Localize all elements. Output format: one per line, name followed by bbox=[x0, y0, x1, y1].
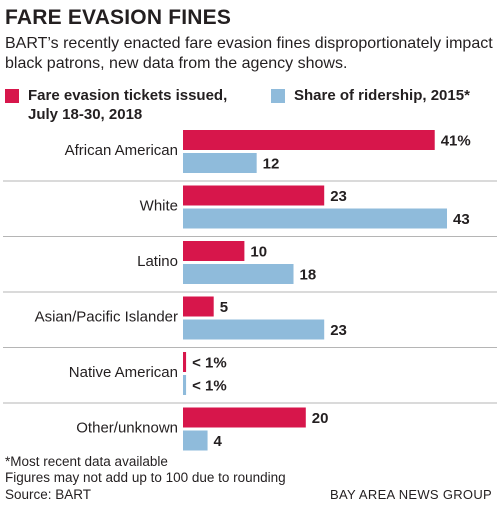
bar-ridership-native-american bbox=[183, 375, 187, 395]
bar-tickets-african-american bbox=[183, 130, 435, 150]
bar-ridership-white bbox=[183, 208, 447, 229]
bar-ridership-asian-pacific-islander bbox=[183, 319, 325, 340]
legend-label-tickets: Fare evasion tickets issued, July 18-30,… bbox=[28, 87, 228, 123]
legend-swatch-tickets bbox=[5, 89, 19, 103]
data-label-tickets-native-american: < 1% bbox=[192, 355, 227, 372]
category-label-other-unknown: Other/unknown bbox=[76, 420, 178, 437]
credit-text: BAY AREA NEWS GROUP bbox=[330, 487, 492, 502]
bar-tickets-white bbox=[183, 185, 325, 206]
data-label-ridership-white: 43 bbox=[453, 211, 470, 228]
bar-tickets-native-american bbox=[183, 352, 187, 372]
category-label-latino: Latino bbox=[137, 253, 178, 270]
legend-label-ridership: Share of ridership, 2015* bbox=[294, 87, 470, 104]
bar-ridership-african-american bbox=[183, 153, 257, 173]
data-label-ridership-asian-pacific-islander: 23 bbox=[330, 322, 347, 339]
category-label-white: White bbox=[140, 198, 178, 215]
data-label-ridership-native-american: < 1% bbox=[192, 378, 227, 395]
data-label-tickets-asian-pacific-islander: 5 bbox=[220, 299, 228, 316]
footnote-rounding: Figures may not add up to 100 due to rou… bbox=[5, 470, 286, 485]
footnotes: *Most recent data available Figures may … bbox=[5, 454, 286, 486]
chart-title: FARE EVASION FINES bbox=[5, 6, 232, 29]
legend-swatch-ridership bbox=[271, 89, 285, 103]
data-label-ridership-african-american: 12 bbox=[263, 156, 280, 173]
data-label-ridership-latino: 18 bbox=[300, 267, 317, 284]
bar-chart: African American 41% 12 White 23 43 Latino 10 18… bbox=[3, 130, 497, 451]
bar-ridership-other-unknown bbox=[183, 430, 208, 451]
category-label-native-american: Native American bbox=[69, 364, 178, 381]
data-label-tickets-white: 23 bbox=[330, 188, 347, 205]
bar-tickets-latino bbox=[183, 241, 245, 261]
chart-subtitle: BART’s recently enacted fare evasion fin… bbox=[5, 35, 493, 72]
category-label-asian-pacific-islander: Asian/Pacific Islander bbox=[35, 309, 178, 326]
footnote-recent-data: *Most recent data available bbox=[5, 454, 168, 469]
bar-tickets-asian-pacific-islander bbox=[183, 296, 214, 317]
data-label-ridership-other-unknown: 4 bbox=[214, 433, 223, 450]
legend-item-ridership: Share of ridership, 2015* bbox=[271, 86, 501, 105]
legend-item-tickets: Fare evasion tickets issued, July 18-30,… bbox=[5, 86, 238, 124]
data-label-tickets-african-american: 41% bbox=[441, 133, 471, 150]
data-label-tickets-other-unknown: 20 bbox=[312, 410, 329, 427]
source-text: Source: BART bbox=[5, 487, 92, 502]
category-label-african-american: African American bbox=[65, 142, 178, 159]
bar-ridership-latino bbox=[183, 264, 294, 284]
bar-tickets-other-unknown bbox=[183, 407, 306, 428]
data-label-tickets-latino: 10 bbox=[250, 244, 267, 261]
